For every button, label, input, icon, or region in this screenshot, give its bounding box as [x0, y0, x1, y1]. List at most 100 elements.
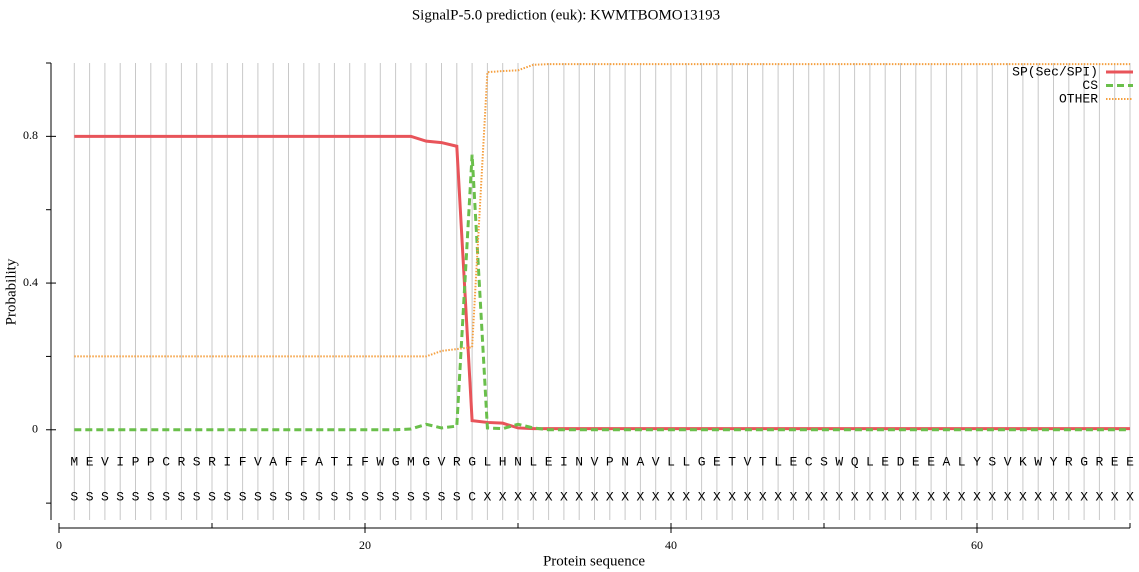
region-label: X: [958, 489, 966, 504]
sequence-letter: I: [223, 454, 231, 469]
sequence-letter: L: [529, 454, 537, 469]
region-label: X: [545, 489, 553, 504]
sequence-letter: L: [958, 454, 966, 469]
x-tick-label: 60: [971, 538, 983, 552]
sequence-letter: M: [70, 454, 78, 469]
region-label: X: [851, 489, 859, 504]
region-label: X: [942, 489, 950, 504]
sequence-letter: Y: [1050, 454, 1058, 469]
region-label: X: [805, 489, 813, 504]
sequence-letter: N: [575, 454, 583, 469]
sequence-letter: N: [514, 454, 522, 469]
region-label: S: [70, 489, 78, 504]
x-tick-label: 40: [665, 538, 677, 552]
sequence-letter: E: [912, 454, 920, 469]
sequence-letter: S: [988, 454, 996, 469]
region-label: S: [239, 489, 247, 504]
region-label: X: [621, 489, 629, 504]
region-label: X: [835, 489, 843, 504]
sequence-letter: I: [346, 454, 354, 469]
region-label: S: [422, 489, 430, 504]
legend-label: SP(Sec/SPI): [1012, 64, 1098, 79]
region-label: S: [147, 489, 155, 504]
region-label: X: [866, 489, 874, 504]
sequence-letter: R: [453, 454, 461, 469]
sequence-letter: G: [468, 454, 476, 469]
sequence-letter: E: [713, 454, 721, 469]
sequence-letter: V: [1004, 454, 1012, 469]
region-label: X: [698, 489, 706, 504]
sequence-letter: A: [269, 454, 277, 469]
sequence-letter: T: [330, 454, 338, 469]
sequence-letter: R: [208, 454, 216, 469]
region-label: X: [1065, 489, 1073, 504]
region-label: X: [514, 489, 522, 504]
region-label: C: [468, 489, 476, 504]
y-axis-label: Probability: [3, 258, 19, 325]
y-tick-label: 0.4: [23, 275, 38, 289]
region-label: S: [86, 489, 94, 504]
region-label: S: [346, 489, 354, 504]
region-label: S: [193, 489, 201, 504]
sequence-letter: Q: [851, 454, 859, 469]
region-label: X: [728, 489, 736, 504]
sequence-letter: V: [254, 454, 262, 469]
region-label: X: [499, 489, 507, 504]
region-label: X: [789, 489, 797, 504]
region-label: X: [1050, 489, 1058, 504]
region-label: X: [560, 489, 568, 504]
sequence-letter: V: [652, 454, 660, 469]
region-label: X: [575, 489, 583, 504]
region-label: X: [1080, 489, 1088, 504]
sequence-letter: M: [407, 454, 415, 469]
region-label: X: [897, 489, 905, 504]
x-axis-label: Protein sequence: [543, 553, 645, 569]
sequence-letter: S: [820, 454, 828, 469]
sequence-letter: H: [499, 454, 507, 469]
sequence-letter: F: [285, 454, 293, 469]
region-label: S: [223, 489, 231, 504]
sequence-letter: P: [132, 454, 140, 469]
region-label: S: [162, 489, 170, 504]
region-label: X: [1095, 489, 1103, 504]
region-label: X: [591, 489, 599, 504]
y-tick-label: 0.8: [23, 128, 38, 142]
sequence-letter: W: [1034, 454, 1042, 469]
sequence-letter: I: [560, 454, 568, 469]
sequence-letter: C: [162, 454, 170, 469]
region-label: X: [912, 489, 920, 504]
region-label: X: [606, 489, 614, 504]
sequence-letter: K: [1019, 454, 1027, 469]
region-label: S: [208, 489, 216, 504]
sequence-letter: P: [606, 454, 614, 469]
chart-title: SignalP-5.0 prediction (euk): KWMTBOMO13…: [412, 7, 720, 23]
sequence-letter: L: [774, 454, 782, 469]
sequence-letter: E: [1126, 454, 1134, 469]
sequence-letter: F: [239, 454, 247, 469]
sequence-letter: R: [1065, 454, 1073, 469]
region-label: S: [269, 489, 277, 504]
region-label: X: [667, 489, 675, 504]
sequence-letter: E: [1111, 454, 1119, 469]
region-label: X: [1126, 489, 1134, 504]
region-label: X: [744, 489, 752, 504]
region-label: S: [361, 489, 369, 504]
sequence-letter: L: [483, 454, 491, 469]
region-label: X: [652, 489, 660, 504]
legend-label: OTHER: [1059, 91, 1098, 106]
sequence-letter: E: [927, 454, 935, 469]
sequence-letter: V: [744, 454, 752, 469]
region-label: S: [376, 489, 384, 504]
region-label: X: [1111, 489, 1119, 504]
series-line: [74, 154, 1130, 432]
region-label: X: [1019, 489, 1027, 504]
series-line: [74, 134, 1130, 431]
region-label: S: [453, 489, 461, 504]
sequence-letter: G: [698, 454, 706, 469]
region-label: S: [285, 489, 293, 504]
sequence-letter: Y: [973, 454, 981, 469]
region-label: X: [820, 489, 828, 504]
sequence-letter: E: [881, 454, 889, 469]
sequence-letter: V: [591, 454, 599, 469]
sequence-letter: C: [805, 454, 813, 469]
